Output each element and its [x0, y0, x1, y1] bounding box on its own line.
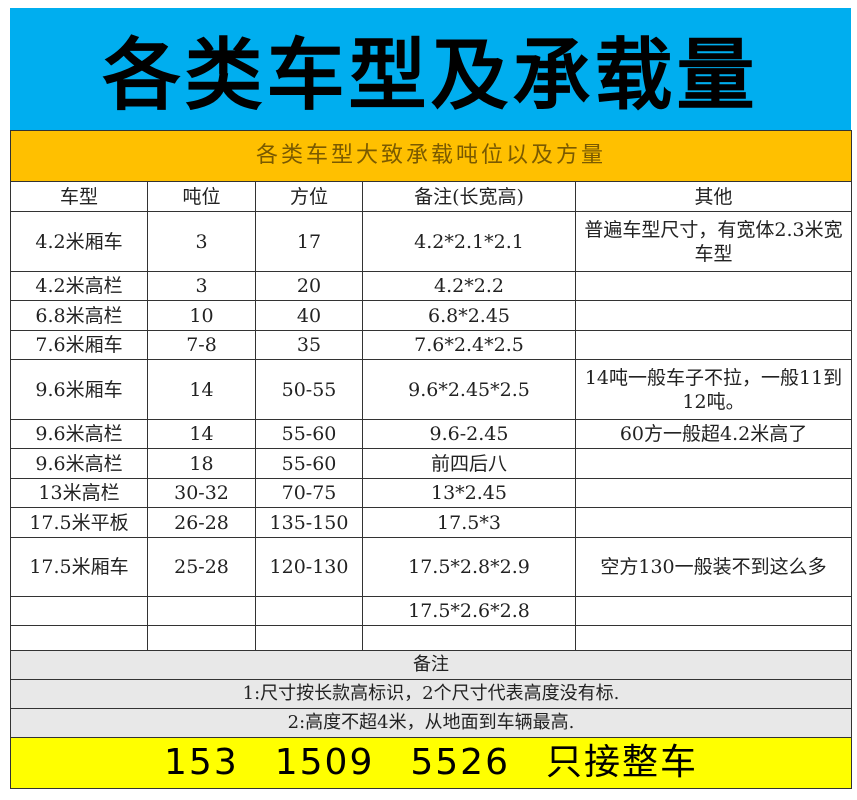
- phone-segment: 153: [164, 742, 239, 783]
- table-cell: 20: [255, 271, 363, 301]
- table-cell: 6.8*2.45: [362, 300, 576, 331]
- table-row: 9.6米高栏 14 55-60 9.6-2.45 60方一般超4.2米高了: [10, 419, 853, 449]
- header-cell: 车型: [10, 181, 148, 212]
- table-cell: [255, 625, 363, 651]
- note-line: 1:尺寸按长款高标识，2个尺寸代表高度没有标.: [9, 679, 853, 709]
- table-cell: 13*2.45: [362, 478, 576, 508]
- table-cell: 13米高栏: [10, 478, 148, 508]
- table-row: 9.6米高栏 18 55-60 前四后八: [10, 448, 853, 479]
- table-cell: 17.5*2.6*2.8: [362, 596, 576, 626]
- table-cell: [574, 300, 853, 331]
- header-row: 车型 吨位 方位 备注(长宽高) 其他: [10, 181, 853, 212]
- table-cell: [574, 448, 853, 479]
- table-row: 17.5米厢车 25-28 120-130 17.5*2.8*2.9 空方130一般装不…: [10, 537, 853, 597]
- phone-segment: 1509: [274, 742, 375, 783]
- table-cell: [574, 330, 853, 360]
- table-cell: 普遍车型尺寸，有宽体2.3米宽车型: [574, 211, 853, 272]
- table-cell: 6.8米高栏: [10, 300, 148, 331]
- table-cell: 17: [255, 211, 363, 272]
- header-cell: 备注(长宽高): [362, 181, 576, 212]
- table-subtitle: 各类车型大致承载吨位以及方量: [9, 130, 853, 182]
- table-cell: 26-28: [147, 507, 256, 538]
- table-row: 13米高栏 30-32 70-75 13*2.45: [10, 478, 853, 508]
- table-cell: 4.2*2.2: [362, 271, 576, 301]
- table-cell: 14: [147, 359, 256, 420]
- table-cell: 135-150: [255, 507, 363, 538]
- table-cell: 18: [147, 448, 256, 479]
- table-row: 17.5米平板 26-28 135-150 17.5*3: [10, 507, 853, 538]
- table-cell: 3: [147, 271, 256, 301]
- table-row: [10, 625, 853, 651]
- note-line: 2:高度不超4米，从地面到车辆最高.: [9, 708, 853, 738]
- table-cell: 4.2米厢车: [10, 211, 148, 272]
- table-cell: 17.5*2.8*2.9: [362, 537, 576, 597]
- table-cell: 7.6米厢车: [10, 330, 148, 360]
- table-row: 4.2米高栏 3 20 4.2*2.2: [10, 271, 853, 301]
- table-cell: 4.2*2.1*2.1: [362, 211, 576, 272]
- note-line-row: 1:尺寸按长款高标识，2个尺寸代表高度没有标.: [9, 679, 853, 709]
- table-cell: [574, 271, 853, 301]
- header-cell: 其他: [574, 181, 853, 212]
- table-row: 6.8米高栏 10 40 6.8*2.45: [10, 300, 853, 331]
- note-line-row: 2:高度不超4米，从地面到车辆最高.: [9, 708, 853, 738]
- header-cell: 方位: [255, 181, 363, 212]
- table-cell: 60方一般超4.2米高了: [574, 419, 853, 449]
- table-cell: 17.5米平板: [10, 507, 148, 538]
- table-cell: 9.6米高栏: [10, 419, 148, 449]
- table-cell: 7-8: [147, 330, 256, 360]
- table-cell: [10, 625, 148, 651]
- table-cell: [574, 478, 853, 508]
- table-cell: 55-60: [255, 448, 363, 479]
- table-row: 7.6米厢车 7-8 35 7.6*2.4*2.5: [10, 330, 853, 360]
- vehicle-capacity-table: 各类车型大致承载吨位以及方量 车型 吨位 方位 备注(长宽高) 其他 4.2米厢…: [9, 130, 853, 789]
- table-cell: 25-28: [147, 537, 256, 597]
- table-cell: 7.6*2.4*2.5: [362, 330, 576, 360]
- notes-title: 备注: [9, 650, 853, 680]
- table-cell: 4.2米高栏: [10, 271, 148, 301]
- table-cell: [362, 625, 576, 651]
- table-cell: 3: [147, 211, 256, 272]
- table-cell: 14: [147, 419, 256, 449]
- table-row: 4.2米厢车 3 17 4.2*2.1*2.1 普遍车型尺寸，有宽体2.3米宽车型: [10, 211, 853, 272]
- table-cell: 9.6*2.45*2.5: [362, 359, 576, 420]
- table-cell: [10, 596, 148, 626]
- table-cell: 30-32: [147, 478, 256, 508]
- footer-contact: 153 1509 5526 只接整车: [9, 737, 853, 789]
- table-cell: 50-55: [255, 359, 363, 420]
- table-cell: 前四后八: [362, 448, 576, 479]
- table-cell: 10: [147, 300, 256, 331]
- title-banner: 各类车型及承载量: [10, 8, 851, 130]
- table-cell: 9.6米高栏: [10, 448, 148, 479]
- phone-segment: 5526: [410, 742, 510, 783]
- table-cell: [574, 596, 853, 626]
- table-cell: [255, 596, 363, 626]
- table-cell: 40: [255, 300, 363, 331]
- page-title: 各类车型及承载量: [102, 31, 759, 121]
- table-cell: 17.5米厢车: [10, 537, 148, 597]
- header-cell: 吨位: [147, 181, 256, 212]
- table-cell: 70-75: [255, 478, 363, 508]
- table-cell: 空方130一般装不到这么多: [574, 537, 853, 597]
- table-cell: 14吨一般车子不拉，一般11到12吨。: [574, 359, 853, 420]
- notes-title-row: 备注: [9, 650, 853, 680]
- table-cell: [574, 625, 853, 651]
- footer-contact-row: 153 1509 5526 只接整车: [9, 737, 853, 789]
- table-row: 17.5*2.6*2.8: [10, 596, 853, 626]
- table-cell: [147, 596, 256, 626]
- table-cell: [147, 625, 256, 651]
- table-cell: 9.6-2.45: [362, 419, 576, 449]
- table-row: 9.6米厢车 14 50-55 9.6*2.45*2.5 14吨一般车子不拉，一般11到…: [10, 359, 853, 420]
- footer-text: 只接整车: [545, 742, 698, 783]
- table-cell: 120-130: [255, 537, 363, 597]
- table-cell: 9.6米厢车: [10, 359, 148, 420]
- table-cell: 17.5*3: [362, 507, 576, 538]
- table-cell: 35: [255, 330, 363, 360]
- table-cell: [574, 507, 853, 538]
- table-cell: 55-60: [255, 419, 363, 449]
